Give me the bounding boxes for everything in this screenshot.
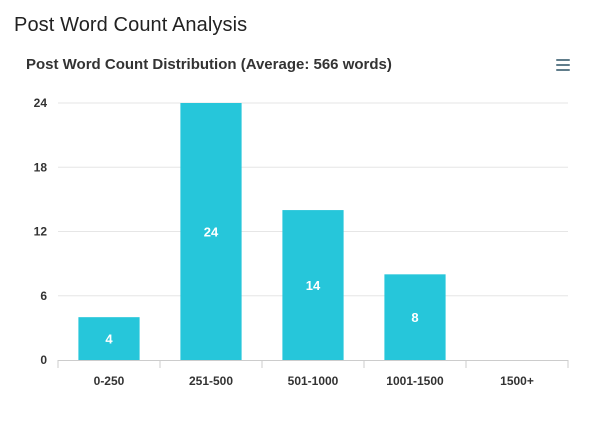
data-labels: 4 24 14 8: [105, 225, 418, 347]
bar-501-1000[interactable]: [282, 210, 344, 360]
bar-1001-1500[interactable]: [384, 274, 446, 360]
x-tick-label: 251-500: [189, 374, 233, 388]
x-axis: [57, 360, 569, 368]
x-tick-label: 501-1000: [288, 374, 339, 388]
data-label: 24: [204, 225, 219, 240]
bar-0-250[interactable]: [78, 317, 140, 360]
data-label: 14: [306, 278, 321, 293]
y-tick-label: 0: [40, 353, 47, 367]
page-title: Post Word Count Analysis: [14, 14, 248, 36]
y-tick-label: 6: [40, 289, 47, 303]
y-tick-label: 18: [34, 160, 48, 174]
bar-251-500[interactable]: [180, 103, 242, 360]
x-tick-label: 0-250: [94, 374, 125, 388]
y-axis-ticks: 0 6 12 18 24: [34, 96, 48, 367]
data-label: 8: [411, 310, 418, 325]
y-tick-label: 12: [34, 225, 48, 239]
x-axis-ticks: 0-250 251-500 501-1000 1001-1500 1500+: [94, 374, 534, 388]
x-tick-label: 1001-1500: [386, 374, 444, 388]
chart-title: Post Word Count Distribution (Average: 5…: [26, 56, 392, 73]
bars: [78, 103, 446, 360]
data-label: 4: [105, 332, 113, 347]
chart-menu-button[interactable]: [554, 57, 572, 73]
x-tick-label: 1500+: [500, 374, 534, 388]
y-tick-label: 24: [34, 96, 48, 110]
